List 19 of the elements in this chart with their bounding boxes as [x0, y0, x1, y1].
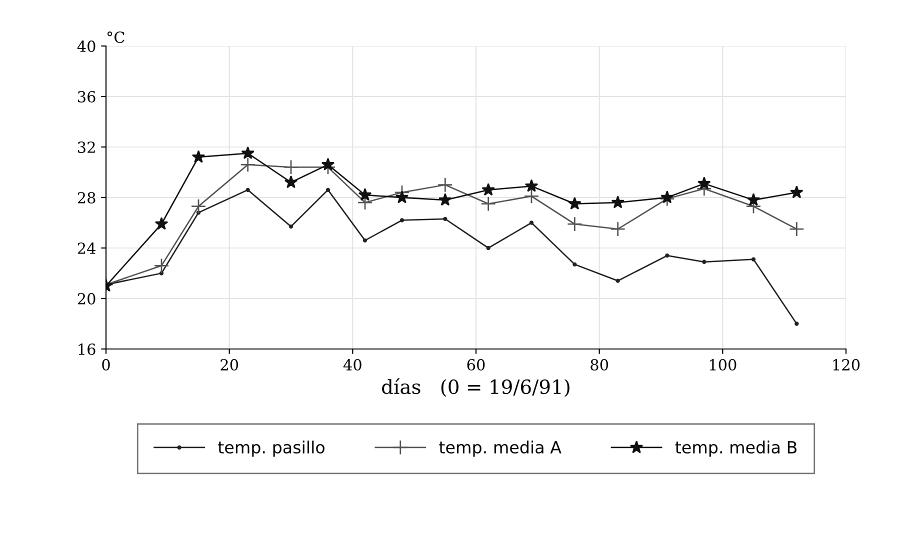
- x-axis-title: días (0 = 19/6/91): [382, 378, 570, 397]
- x-tick-label: 20: [220, 358, 238, 371]
- y-axis-title: °C: [107, 31, 124, 44]
- y-tick-label: 20: [78, 292, 96, 305]
- legend-label: temp. pasillo: [218, 440, 324, 457]
- legend-label: temp. media B: [675, 440, 797, 457]
- y-tick-label: 32: [78, 141, 95, 154]
- x-tick-label: 80: [590, 358, 608, 371]
- y-tick-label: 24: [78, 242, 96, 254]
- y-tick-label: 16: [78, 343, 96, 356]
- x-tick-label: 100: [710, 358, 736, 371]
- x-tick-label: 120: [833, 358, 860, 371]
- x-tick-label: 40: [343, 358, 362, 371]
- x-tick-label: 0: [102, 358, 110, 371]
- x-tick-label: 60: [467, 358, 485, 371]
- y-tick-label: 36: [78, 90, 96, 103]
- legend-label: temp. media A: [439, 440, 562, 457]
- y-tick-label: 40: [77, 40, 96, 52]
- y-tick-label: 28: [78, 192, 96, 204]
